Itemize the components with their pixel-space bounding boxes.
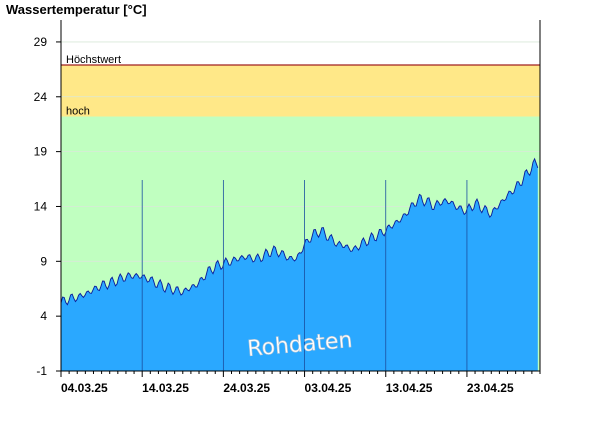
- y-tick-label-0: -1: [36, 364, 47, 378]
- axis-labels: -1 4 9 14 19 24 29 04.03.25 14.03.25 24.03.25 03.0…: [34, 35, 514, 395]
- x-tick-label-3: 03.04.25: [305, 381, 352, 395]
- x-tick-label-4: 13.04.25: [386, 381, 433, 395]
- band-label-2: Höchstwert: [66, 54, 121, 66]
- y-tick-label-6: 29: [34, 35, 48, 49]
- chart-title: Wassertemperatur [°C]: [6, 2, 147, 17]
- x-tick-label-1: 14.03.25: [142, 381, 189, 395]
- x-tick-label-2: 24.03.25: [223, 381, 270, 395]
- date-separator-lines: [141, 180, 468, 371]
- temperature-series: [60, 157, 539, 371]
- series-line-0: [60, 157, 539, 306]
- series-area-0: [61, 158, 538, 371]
- x-tick-label-0: 04.03.25: [61, 381, 108, 395]
- y-tick-label-4: 19: [34, 145, 48, 159]
- y-tick-label-3: 14: [34, 199, 48, 213]
- band-label-1: hoch: [66, 106, 90, 118]
- band-1: [61, 64, 540, 117]
- y-tick-label-5: 24: [34, 90, 48, 104]
- y-tick-label-2: 9: [40, 254, 47, 268]
- y-tick-label-1: 4: [40, 309, 47, 323]
- x-tick-label-5: 23.04.25: [467, 381, 514, 395]
- axes: [56, 20, 541, 377]
